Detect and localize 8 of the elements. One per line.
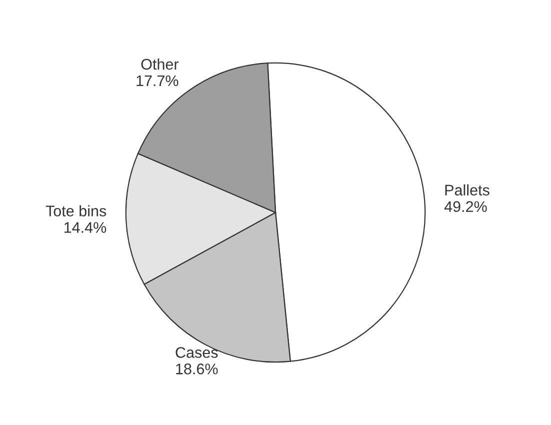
slice-label: Tote bins bbox=[46, 205, 106, 216]
data-label: 14.4% bbox=[64, 222, 106, 233]
data-label: 49.2% bbox=[444, 201, 487, 212]
slice-label: Pallets bbox=[445, 184, 490, 196]
slice-label: Cases bbox=[176, 347, 218, 358]
slice-label: Other bbox=[141, 58, 179, 70]
data-label: 18.6% bbox=[176, 364, 218, 374]
data-label: 17.7% bbox=[136, 75, 178, 86]
